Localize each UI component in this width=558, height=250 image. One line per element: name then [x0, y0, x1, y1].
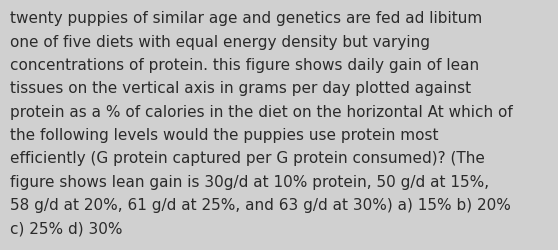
Text: figure shows lean gain is 30g/d at 10% protein, 50 g/d at 15%,: figure shows lean gain is 30g/d at 10% p…	[10, 174, 489, 189]
Text: tissues on the vertical axis in grams per day plotted against: tissues on the vertical axis in grams pe…	[10, 81, 471, 96]
Text: efficiently (G protein captured per G protein consumed)? (The: efficiently (G protein captured per G pr…	[10, 151, 485, 166]
Text: concentrations of protein. this figure shows daily gain of lean: concentrations of protein. this figure s…	[10, 58, 479, 73]
Text: twenty puppies of similar age and genetics are fed ad libitum: twenty puppies of similar age and geneti…	[10, 11, 482, 26]
Text: the following levels would the puppies use protein most: the following levels would the puppies u…	[10, 128, 439, 142]
Text: protein as a % of calories in the diet on the horizontal At which of: protein as a % of calories in the diet o…	[10, 104, 513, 119]
Text: c) 25% d) 30%: c) 25% d) 30%	[10, 220, 123, 236]
Text: 58 g/d at 20%, 61 g/d at 25%, and 63 g/d at 30%) a) 15% b) 20%: 58 g/d at 20%, 61 g/d at 25%, and 63 g/d…	[10, 197, 511, 212]
Text: one of five diets with equal energy density but varying: one of five diets with equal energy dens…	[10, 34, 430, 50]
